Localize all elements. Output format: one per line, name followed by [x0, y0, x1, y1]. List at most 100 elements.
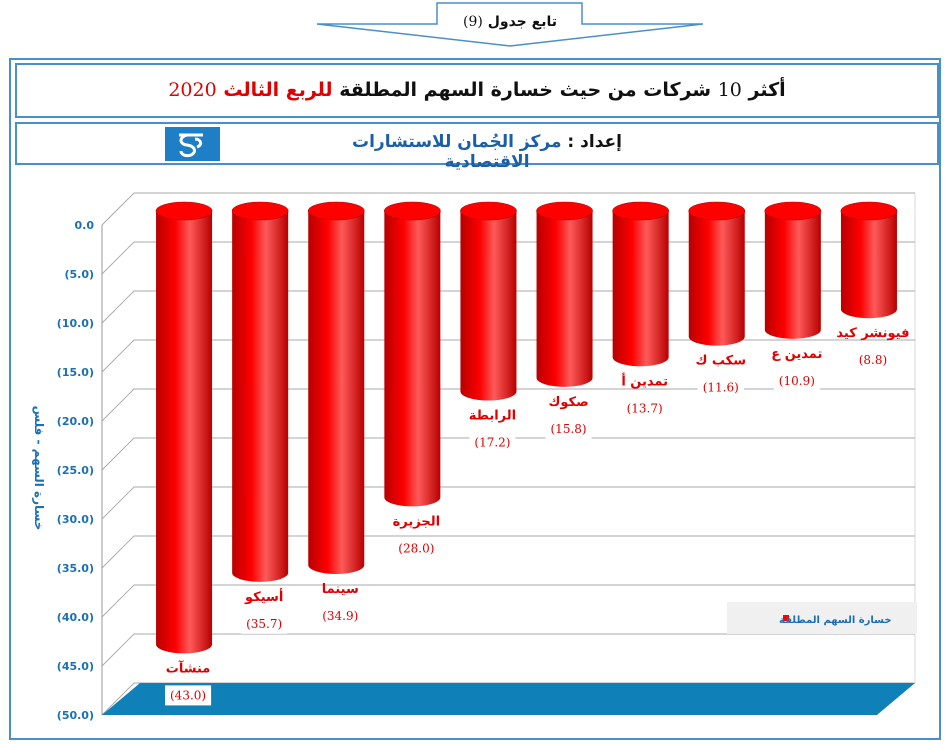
y-tick-label: (35.0) [57, 562, 94, 575]
value-label: (17.2) [474, 436, 510, 450]
banner-number: (9) [463, 14, 483, 30]
bar-body [612, 211, 669, 367]
banner-label: تابع جدول (9) [430, 14, 590, 30]
y-tick-label: (10.0) [57, 317, 94, 330]
source-name: مركز الجُمان للاستشارات الاقتصادية [352, 132, 562, 172]
value-label-bg [853, 350, 893, 371]
source-separator: : [567, 132, 575, 152]
category-label: أسيكو [244, 588, 283, 605]
bar-top [384, 201, 441, 221]
title-year: 2020 [168, 79, 217, 101]
bar-top [688, 201, 746, 221]
value-label: (11.6) [703, 381, 739, 395]
title-box: أكثر 10 شركات من حيث خسارة السهم المطلقة… [15, 63, 939, 118]
value-label: (13.7) [627, 401, 663, 415]
value-label: (35.7) [246, 617, 282, 631]
page-title: أكثر 10 شركات من حيث خسارة السهم المطلقة… [17, 79, 937, 101]
gridline [101, 192, 915, 226]
bar [688, 201, 746, 346]
bar-top [612, 201, 669, 221]
gridline [101, 633, 915, 667]
source-line: إعداد : مركز الجُمان للاستشارات الاقتصاد… [317, 132, 657, 172]
legend-box [727, 602, 917, 634]
bar-body [308, 211, 365, 575]
value-label-bg [393, 538, 440, 559]
value-label-bg [469, 432, 516, 453]
y-tick-label: (50.0) [57, 709, 94, 722]
y-tick-label: 0.0 [75, 219, 95, 232]
category-label: تمدين أ [621, 372, 668, 389]
legend-label: خسارة السهم المطلقة [779, 615, 892, 626]
bar [155, 201, 213, 654]
value-label-bg [621, 398, 668, 419]
y-tick-label: (15.0) [57, 366, 94, 379]
bar-body [536, 211, 593, 387]
gridline [101, 388, 915, 422]
category-label: سكب ك [695, 354, 746, 369]
gridline [101, 584, 915, 618]
bar-body [840, 211, 897, 319]
value-label: (8.8) [859, 353, 887, 367]
chart-area: 0.0 (5.0) (10.0) (15.0) (20.0) (25.0) (30.0) (3… [15, 168, 939, 736]
value-label-bg [697, 377, 744, 398]
source-box: إعداد : مركز الجُمان للاستشارات الاقتصاد… [15, 122, 939, 172]
bar-top [231, 201, 289, 221]
value-label-bg [317, 606, 364, 627]
bar-top [764, 201, 822, 221]
title-part2: شركات من حيث خسارة السهم المطلقة [339, 79, 712, 101]
bar [612, 201, 669, 367]
bar-top [536, 201, 593, 221]
bar [764, 201, 822, 339]
value-label-bg [545, 418, 592, 439]
y-tick-label: (45.0) [57, 660, 94, 673]
value-label: (15.8) [551, 422, 587, 436]
banner-text: تابع جدول [487, 14, 557, 30]
bar-chart: 0.0 (5.0) (10.0) (15.0) (20.0) (25.0) (30.0) (3… [32, 192, 917, 722]
bar-body [688, 211, 745, 346]
bar-body [384, 211, 441, 507]
y-tick-label: (5.0) [64, 268, 94, 281]
banner-arrow [316, 2, 704, 47]
gridline [101, 486, 915, 520]
chart-floor [102, 683, 915, 715]
bar-top [840, 201, 898, 221]
bar-top [155, 201, 213, 221]
value-label-bg [773, 370, 820, 391]
bar [536, 201, 593, 387]
title-count: 10 [717, 79, 742, 101]
value-label: (43.0) [170, 688, 206, 702]
bar [307, 201, 365, 575]
value-label: (10.9) [779, 374, 815, 388]
y-tick-label: (20.0) [57, 415, 94, 428]
y-tick-label: (30.0) [57, 513, 94, 526]
gridline [101, 535, 915, 569]
category-label: سينما [322, 582, 359, 597]
bar-top [307, 201, 365, 221]
category-label: منشآت [166, 659, 211, 676]
bar [460, 201, 517, 401]
value-label-bg [241, 613, 288, 634]
value-label-bg [165, 685, 212, 706]
source-label: إعداد [580, 132, 622, 152]
bar [840, 201, 898, 319]
value-label: (34.9) [322, 609, 358, 623]
title-part1: أكثر [748, 79, 786, 101]
bar-top [460, 201, 517, 221]
gridline [101, 437, 915, 471]
y-tick-label: (40.0) [57, 611, 94, 624]
y-axis-title: خسارة السهم - فلس [32, 406, 46, 531]
legend-swatch [783, 615, 789, 621]
logo-icon [165, 127, 220, 161]
category-label: الجزيرة [393, 514, 440, 529]
category-label: تمدين ع [771, 347, 822, 362]
category-label: فيونشر كيد [836, 326, 909, 341]
category-label: الرابطة [469, 409, 516, 424]
bar-body [764, 211, 821, 339]
category-label: صكوك [548, 395, 588, 410]
y-tick-label: (25.0) [57, 464, 94, 477]
bar-body [156, 211, 213, 654]
title-period: للربع الثالث [223, 79, 333, 101]
value-label: (28.0) [398, 541, 434, 555]
bar-body [232, 211, 289, 582]
bar [384, 201, 441, 507]
